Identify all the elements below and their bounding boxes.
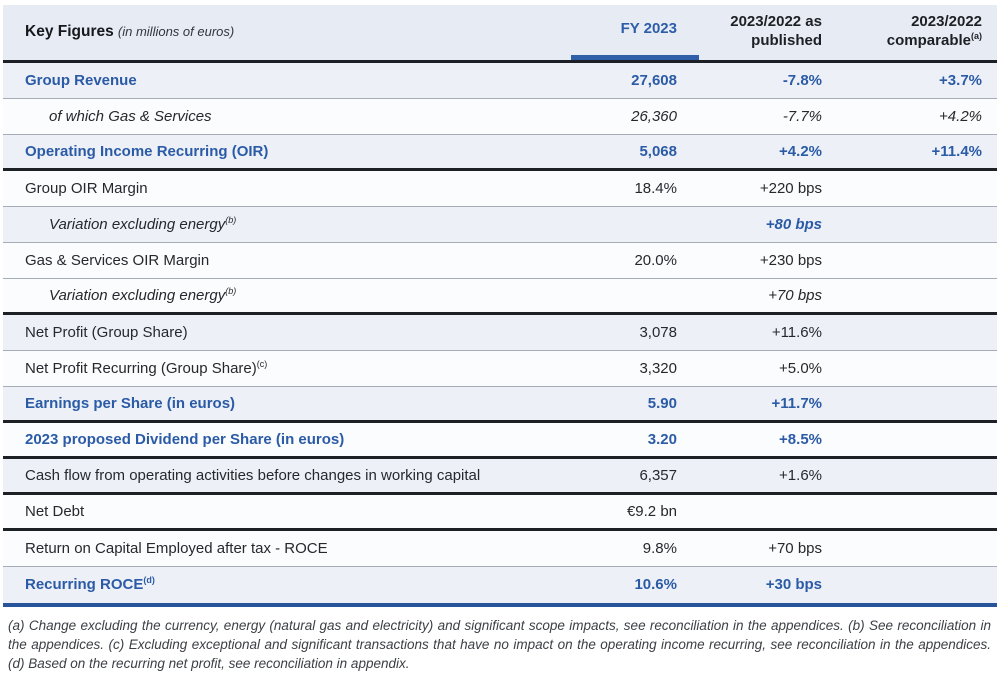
table-row: Net Profit Recurring (Group Share)(c) 3,… bbox=[3, 350, 997, 387]
table-row: Net Debt €9.2 bn bbox=[3, 494, 997, 531]
row-label-text: Group Revenue bbox=[25, 71, 137, 89]
published-change-value: +70 bps bbox=[768, 286, 822, 304]
row-label-text: Net Profit Recurring (Group Share) bbox=[25, 359, 257, 377]
fy2023-value: 20.0% bbox=[634, 251, 677, 269]
table-row: Group Revenue 27,608 -7.8% +3.7% bbox=[3, 62, 997, 99]
comparable-change-value: +3.7% bbox=[939, 71, 982, 89]
row-label-text: Variation excluding energy bbox=[49, 215, 226, 233]
fy2023-value: 6,357 bbox=[639, 466, 677, 484]
table-row: of which Gas & Services 26,360 -7.7% +4.… bbox=[3, 98, 997, 135]
fy2023-value: €9.2 bn bbox=[626, 502, 677, 520]
row-label: Net Debt bbox=[3, 503, 557, 520]
row-label: of which Gas & Services bbox=[3, 108, 557, 125]
table-row: Recurring ROCE(d) 10.6% +30 bps bbox=[3, 566, 997, 603]
row-label-text: Net Profit (Group Share) bbox=[25, 323, 188, 341]
row-label: Cash flow from operating activities befo… bbox=[3, 467, 557, 484]
table-header-row: Key Figures (in millions of euros) FY 20… bbox=[3, 5, 997, 63]
row-label-text: Group OIR Margin bbox=[25, 179, 148, 197]
footnote-ref-a: (a) bbox=[971, 30, 982, 41]
published-change-value: -7.7% bbox=[782, 107, 822, 125]
table-body: Group Revenue 27,608 -7.8% +3.7% of whic… bbox=[3, 62, 997, 603]
row-label-text: Return on Capital Employed after tax - R… bbox=[25, 539, 328, 557]
table-row: Net Profit (Group Share) 3,078 +11.6% bbox=[3, 314, 997, 351]
table-row: Gas & Services OIR Margin 20.0% +230 bps bbox=[3, 242, 997, 279]
row-label-text: Recurring ROCE bbox=[25, 576, 144, 593]
row-label: Gas & Services OIR Margin bbox=[3, 252, 557, 269]
fy2023-value: 18.4% bbox=[634, 179, 677, 197]
fy2023-label: FY 2023 bbox=[620, 20, 677, 38]
row-label: Variation excluding energy(b) bbox=[3, 285, 557, 304]
table-row: Earnings per Share (in euros) 5.90 +11.7… bbox=[3, 386, 997, 423]
published-change-value: +80 bps bbox=[765, 215, 822, 233]
comparable-change-value: +11.4% bbox=[931, 142, 982, 160]
table-row: Return on Capital Employed after tax - R… bbox=[3, 530, 997, 567]
unit-note: (in millions of euros) bbox=[117, 23, 235, 39]
fy2023-value: 5.90 bbox=[647, 394, 677, 412]
key-figures-table: Key Figures (in millions of euros) FY 20… bbox=[3, 5, 997, 607]
fy2023-underline bbox=[571, 55, 699, 61]
table-row: Cash flow from operating activities befo… bbox=[3, 458, 997, 495]
footnote-ref: (b) bbox=[225, 214, 237, 225]
published-change-value: +1.6% bbox=[779, 466, 822, 484]
fy2023-value: 3,078 bbox=[639, 323, 677, 341]
table-row: 2023 proposed Dividend per Share (in eur… bbox=[3, 422, 997, 459]
comparable-change-value: +4.2% bbox=[939, 107, 982, 125]
row-label-text: Variation excluding energy bbox=[49, 286, 226, 304]
footnote-ref: (b) bbox=[225, 285, 237, 296]
fy2023-value: 5,068 bbox=[639, 142, 677, 160]
comparable-label: 2023/2022 comparable bbox=[886, 13, 982, 49]
published-change-value: -7.8% bbox=[782, 71, 822, 89]
row-label-text: of which Gas & Services bbox=[49, 107, 212, 125]
header-col-fy2023: FY 2023 bbox=[557, 20, 699, 61]
fy2023-value: 26,360 bbox=[631, 107, 677, 125]
row-label: Group Revenue bbox=[3, 72, 557, 89]
fy2023-value: 10.6% bbox=[634, 576, 677, 593]
row-label: Variation excluding energy(b) bbox=[3, 214, 557, 233]
published-change-value: +11.6% bbox=[771, 323, 822, 341]
published-change-value: +70 bps bbox=[768, 539, 822, 557]
published-change-value: +8.5% bbox=[779, 430, 822, 448]
published-change-value: +30 bps bbox=[765, 576, 822, 593]
row-label-text: Cash flow from operating activities befo… bbox=[25, 466, 481, 484]
table-row: Operating Income Recurring (OIR) 5,068 +… bbox=[3, 134, 997, 171]
row-label: Operating Income Recurring (OIR) bbox=[3, 143, 557, 160]
footnote-ref: (c) bbox=[256, 358, 268, 369]
row-label: Net Profit (Group Share) bbox=[3, 324, 557, 341]
published-change-value: +220 bps bbox=[759, 179, 822, 197]
fy2023-value: 3.20 bbox=[647, 430, 677, 448]
published-change-value: +4.2% bbox=[779, 142, 822, 160]
header-col-published: 2023/2022 as published bbox=[730, 13, 822, 49]
published-change-value: +5.0% bbox=[779, 359, 822, 377]
row-label-text: Net Debt bbox=[25, 502, 85, 520]
fy2023-value: 3,320 bbox=[639, 359, 677, 377]
row-label: Earnings per Share (in euros) bbox=[3, 395, 557, 412]
published-change-value: +230 bps bbox=[759, 251, 822, 269]
row-label: Group OIR Margin bbox=[3, 180, 557, 197]
row-label: Recurring ROCE(d) bbox=[3, 575, 557, 594]
table-row: Group OIR Margin 18.4% +220 bps bbox=[3, 170, 997, 207]
row-label-text: 2023 proposed Dividend per Share (in eur… bbox=[25, 430, 345, 448]
row-label: Net Profit Recurring (Group Share)(c) bbox=[3, 358, 557, 377]
header-key-figures: Key Figures (in millions of euros) bbox=[3, 22, 557, 42]
fy2023-value: 27,608 bbox=[631, 71, 677, 89]
row-label-text: Gas & Services OIR Margin bbox=[25, 251, 210, 269]
table-row: Variation excluding energy(b) +80 bps bbox=[3, 206, 997, 243]
footnote-ref: (d) bbox=[143, 575, 155, 585]
header-col-comparable: 2023/2022 comparable(a) bbox=[822, 13, 982, 51]
fy2023-value: 9.8% bbox=[642, 539, 677, 557]
row-label-text: Operating Income Recurring (OIR) bbox=[25, 142, 269, 160]
key-figures-title: Key Figures bbox=[25, 22, 114, 40]
published-change-value: +11.7% bbox=[771, 394, 822, 412]
row-label: Return on Capital Employed after tax - R… bbox=[3, 540, 557, 557]
footnotes: (a) Change excluding the currency, energ… bbox=[8, 617, 991, 672]
table-row: Variation excluding energy(b) +70 bps bbox=[3, 278, 997, 315]
row-label-text: Earnings per Share (in euros) bbox=[25, 394, 236, 412]
row-label: 2023 proposed Dividend per Share (in eur… bbox=[3, 431, 557, 448]
